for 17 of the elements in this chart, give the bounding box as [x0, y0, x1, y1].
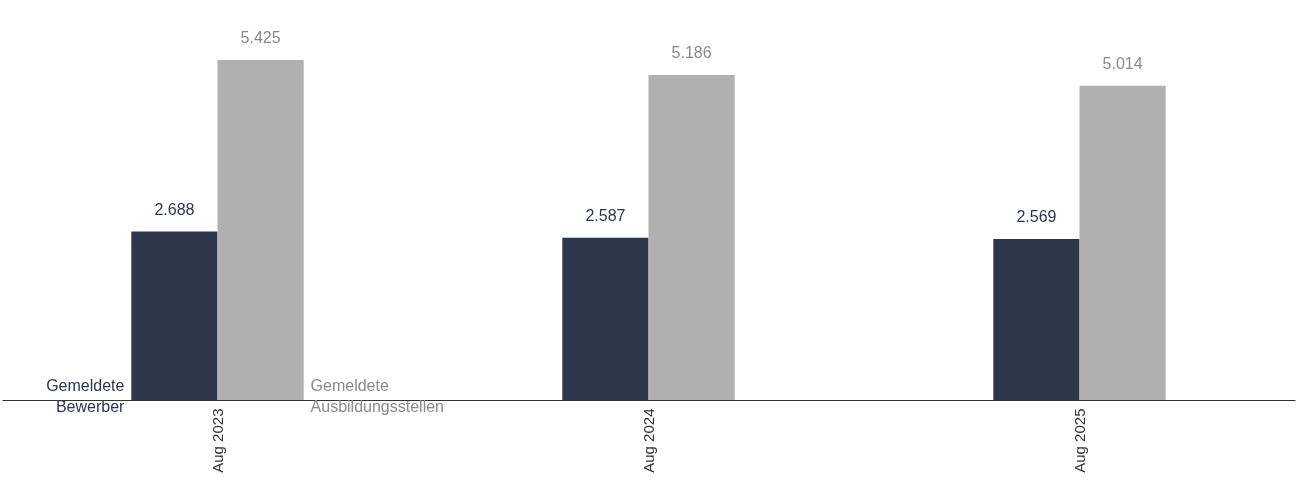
- bar: [562, 237, 649, 400]
- data-label: 5.014: [1102, 54, 1143, 72]
- x-tick-label: Aug 2024: [639, 408, 657, 473]
- x-tick-label: Aug 2023: [208, 408, 226, 473]
- data-label: 5.186: [671, 43, 712, 61]
- bar: [1079, 85, 1166, 400]
- data-label: 5.425: [240, 29, 281, 46]
- bar: [131, 231, 218, 400]
- data-label: 2.587: [585, 206, 626, 224]
- bar: [993, 238, 1080, 400]
- bar: [217, 60, 304, 400]
- series-label: Gemeldete Ausbildungsstellen: [310, 377, 445, 415]
- x-tick-label: Aug 2025: [1070, 408, 1088, 473]
- data-label: 2.688: [154, 200, 195, 218]
- bar: [648, 74, 735, 400]
- series-label: Gemeldete Bewerber: [46, 377, 126, 415]
- data-label: 2.569: [1016, 207, 1057, 225]
